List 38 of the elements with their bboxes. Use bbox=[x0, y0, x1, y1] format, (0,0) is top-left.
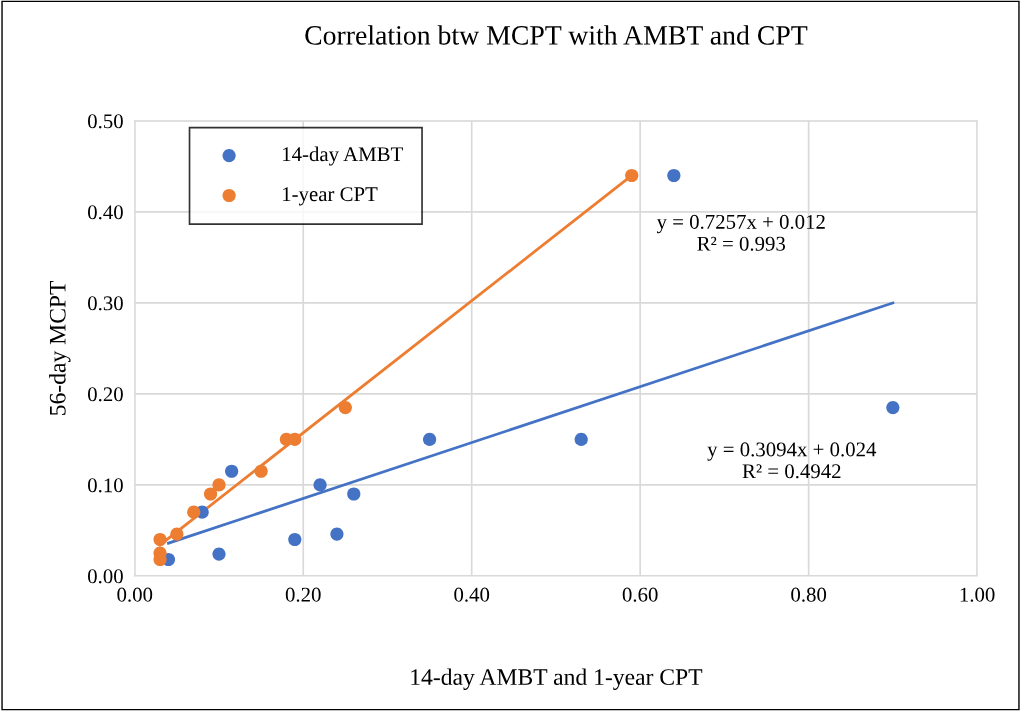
point bbox=[625, 168, 639, 183]
chart-title: Correlation btw MCPT with AMBT and CPT bbox=[305, 25, 808, 45]
y-axis-title: 56-day MCPT bbox=[49, 280, 71, 415]
y-tick-label: 0.50 bbox=[88, 114, 123, 129]
point bbox=[254, 464, 268, 478]
point bbox=[886, 400, 900, 415]
x-tick-label: 0.60 bbox=[622, 587, 658, 602]
point bbox=[347, 487, 361, 501]
legend-label: 14-day AMBT bbox=[283, 146, 403, 166]
point bbox=[330, 527, 344, 541]
point bbox=[338, 400, 352, 415]
annotation: y = 0.7257x + 0.012 R² = 0.993 bbox=[656, 214, 825, 251]
point bbox=[212, 547, 226, 561]
annotation: y = 0.3094x + 0.024 R² = 0.4942 bbox=[707, 442, 877, 479]
point bbox=[288, 532, 302, 547]
legend-label: 1-year CPT bbox=[283, 187, 378, 206]
point bbox=[153, 532, 167, 547]
x-axis-title: 14-day AMBT and 1-year CPT bbox=[411, 668, 703, 690]
y-tick-label: 0.40 bbox=[88, 205, 123, 220]
point bbox=[170, 527, 184, 541]
point bbox=[187, 505, 201, 519]
y-tick-label: 0.20 bbox=[88, 387, 123, 402]
point bbox=[225, 464, 239, 478]
y-tick-label: 0.00 bbox=[88, 569, 123, 584]
x-tick-label: 1.00 bbox=[960, 587, 995, 602]
point bbox=[203, 487, 218, 501]
point bbox=[574, 432, 588, 446]
x-tick-label: 0.40 bbox=[454, 587, 490, 602]
y-tick-label: 0.10 bbox=[88, 478, 123, 493]
x-tick-label: 0.20 bbox=[285, 587, 321, 602]
y-tick-label: 0.30 bbox=[88, 296, 123, 311]
x-tick-label: 0.80 bbox=[791, 587, 827, 602]
point bbox=[423, 432, 437, 446]
point bbox=[313, 478, 327, 492]
point bbox=[288, 432, 302, 446]
point bbox=[667, 168, 681, 183]
point bbox=[212, 478, 226, 492]
x-tick-label: 0.00 bbox=[117, 587, 153, 602]
